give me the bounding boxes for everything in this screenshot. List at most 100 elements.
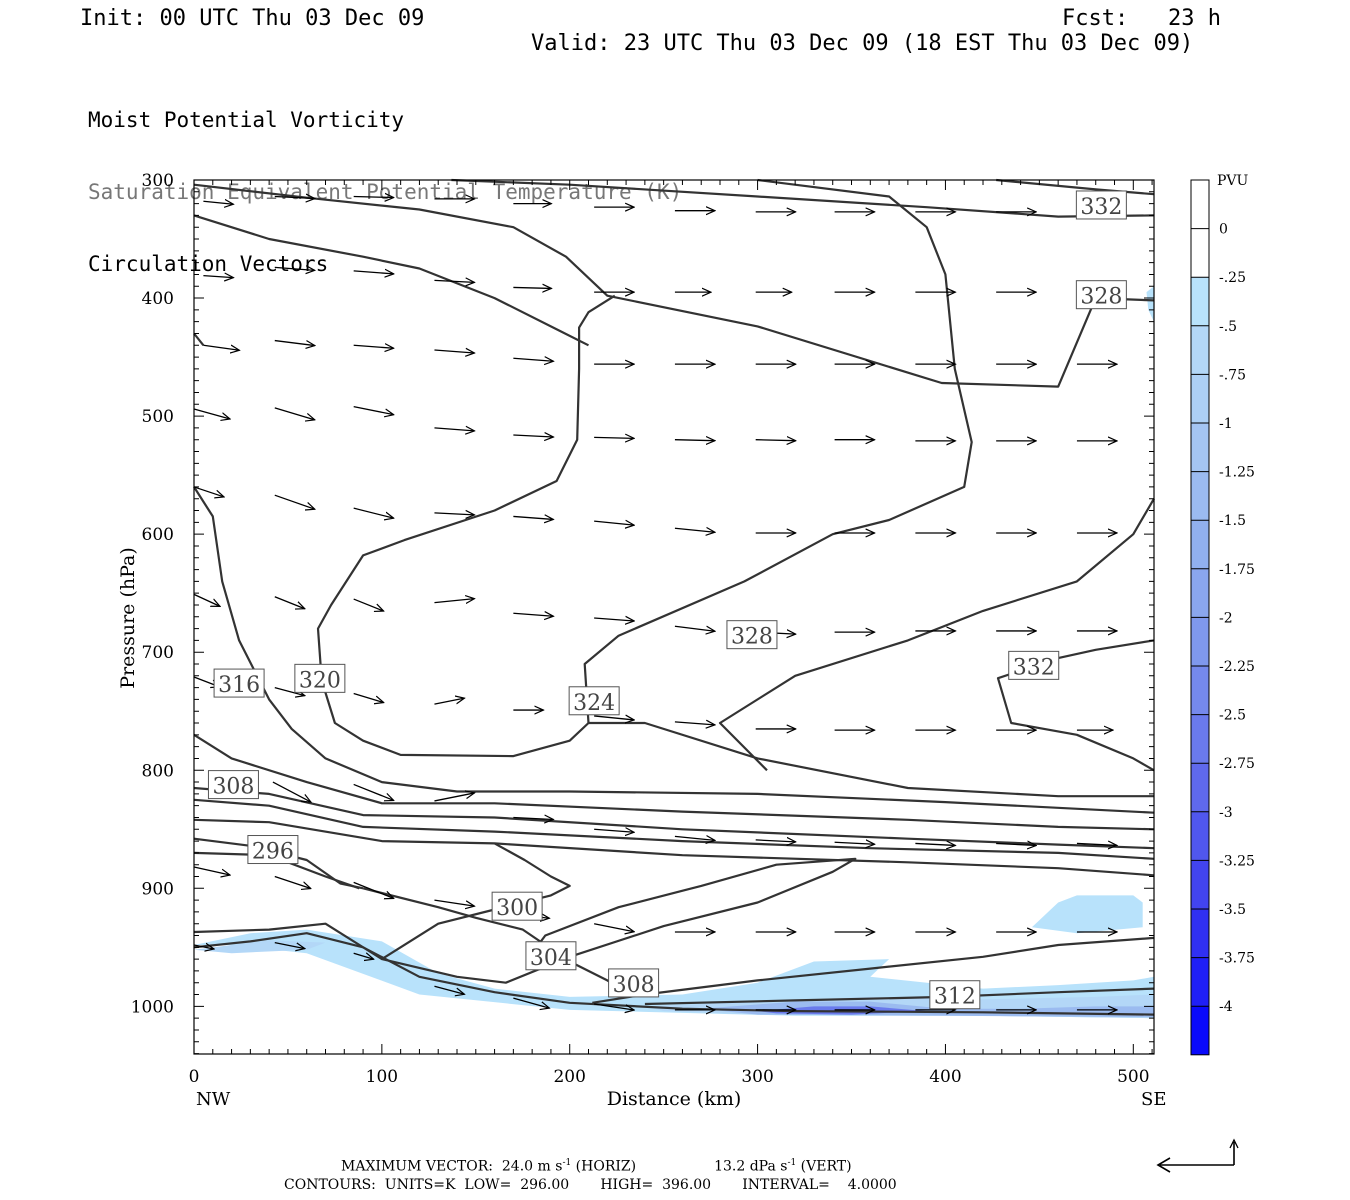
x-axis-title: Distance (km) xyxy=(607,1088,742,1110)
colorbar-swatch xyxy=(1191,520,1209,569)
theta-es-contour xyxy=(193,214,589,347)
circulation-vector xyxy=(274,494,315,509)
theta-es-contour xyxy=(316,294,1154,798)
colorbar-swatch xyxy=(1191,180,1209,229)
circulation-vector xyxy=(193,593,220,606)
max-vector-label: MAXIMUM VECTOR: xyxy=(341,1158,493,1175)
circulation-vector xyxy=(834,842,875,844)
circulation-vector xyxy=(513,516,553,519)
circulation-vector xyxy=(594,829,634,832)
pv-fill-region xyxy=(194,929,1154,1019)
x-tick-label: 0 xyxy=(189,1067,200,1087)
field-mpv: Moist Potential Vorticity xyxy=(88,108,405,132)
colorbar-label: -3.75 xyxy=(1219,951,1255,967)
theta-es-contour xyxy=(583,178,973,724)
max-vector-vert-exp: -1 xyxy=(787,1158,797,1168)
circulation-vector xyxy=(193,486,224,497)
circulation-vector xyxy=(594,521,634,525)
contour-label-box xyxy=(568,686,620,716)
y-tick-label: 1000 xyxy=(131,997,174,1017)
circulation-vector xyxy=(353,406,394,415)
x-tick-label: 500 xyxy=(1117,1067,1149,1087)
circulation-vector xyxy=(353,507,394,518)
theta-es-contour xyxy=(193,932,1155,1016)
circulation-vector xyxy=(203,345,239,350)
axis-ticks xyxy=(193,179,1154,1055)
circulation-vector xyxy=(755,440,796,441)
circulation-vector xyxy=(915,843,955,845)
circulation-vector xyxy=(274,197,315,199)
circulation-vector xyxy=(513,287,551,288)
max-vector-horiz: 24.0 m s xyxy=(501,1158,563,1175)
circulation-vector xyxy=(274,686,305,696)
circulation-vector xyxy=(996,843,1036,845)
valid-time: Valid: 23 UTC Thu 03 Dec 09 (18 EST Thu … xyxy=(531,31,1194,56)
circulation-vector xyxy=(272,781,311,802)
max-vector-vert: 13.2 dPa s xyxy=(714,1158,788,1175)
theta-es-contour xyxy=(718,498,1155,772)
circulation-vector xyxy=(1076,843,1117,845)
colorbar-swatch xyxy=(1191,666,1209,715)
circulation-vector xyxy=(434,698,464,705)
y-tick-label: 600 xyxy=(142,525,174,545)
colorbar-label: -.75 xyxy=(1219,367,1246,383)
theta-es-contour xyxy=(381,842,571,961)
circulation-vector xyxy=(674,528,715,532)
x-tick-label: 300 xyxy=(741,1067,773,1087)
circulation-vector xyxy=(353,197,394,198)
theta-es-contour xyxy=(451,178,1155,218)
circulation-vector xyxy=(353,598,384,611)
circulation-vector xyxy=(274,407,315,420)
contour-label: 296 xyxy=(252,840,294,865)
theta-es-contour xyxy=(996,639,1155,772)
circulation-vector xyxy=(513,997,549,1008)
circulation-vector xyxy=(353,953,374,959)
theta-es-contour xyxy=(193,183,1155,388)
y-tick-label: 500 xyxy=(142,407,174,427)
colorbar-swatch xyxy=(1191,909,1209,958)
theta-es-contour xyxy=(193,332,205,346)
circulation-vector xyxy=(434,985,464,994)
circulation-vector xyxy=(203,276,233,278)
colorbar-label: -3.5 xyxy=(1219,902,1246,918)
circulation-vector xyxy=(193,408,230,419)
x-tick-label: 400 xyxy=(929,1067,961,1087)
circulation-vector xyxy=(274,339,315,346)
circulation-vector xyxy=(353,345,394,348)
colorbar-swatch xyxy=(1191,471,1209,521)
theta-es-contour xyxy=(362,887,631,996)
circulation-vector xyxy=(434,280,474,282)
circulation-vector xyxy=(353,881,394,898)
circulation-vector xyxy=(193,945,214,949)
y-tick-label: 700 xyxy=(142,643,174,663)
colorbar-label: -2.75 xyxy=(1219,756,1255,772)
max-vector-vert-tail: (VERT) xyxy=(796,1158,852,1175)
colorbar-label: -4 xyxy=(1219,999,1233,1015)
circulation-vector xyxy=(274,875,311,888)
circulation-vector xyxy=(755,840,796,842)
theta-es-contour xyxy=(996,178,1155,196)
max-vector-horiz-tail: (HORIZ) xyxy=(571,1158,637,1175)
colorbar-swatch xyxy=(1191,228,1209,278)
contour-label: 304 xyxy=(530,946,572,971)
circulation-vector xyxy=(434,599,474,603)
circulation-vector xyxy=(594,618,634,621)
circulation-vector xyxy=(594,437,634,438)
colorbar-swatch xyxy=(1191,568,1209,618)
contour-label: 320 xyxy=(299,668,341,693)
reference-vector-icon xyxy=(1156,1138,1239,1173)
y-tick-label: 400 xyxy=(142,289,174,309)
colorbar-label: -1.5 xyxy=(1219,513,1246,529)
colorbar-label: -2.25 xyxy=(1219,659,1255,675)
contour-label-box xyxy=(247,835,299,865)
contour-label: 308 xyxy=(613,973,655,998)
circulation-vector xyxy=(193,866,230,875)
circulation-vector xyxy=(203,201,233,204)
colorbar-title: PVU xyxy=(1217,173,1249,189)
contour-label: 332 xyxy=(1080,195,1122,220)
colorbar-label: -1.25 xyxy=(1219,465,1255,481)
colorbar-label: -.5 xyxy=(1219,319,1237,335)
y-tick-label: 800 xyxy=(142,761,174,781)
circulation-vector xyxy=(434,513,474,515)
